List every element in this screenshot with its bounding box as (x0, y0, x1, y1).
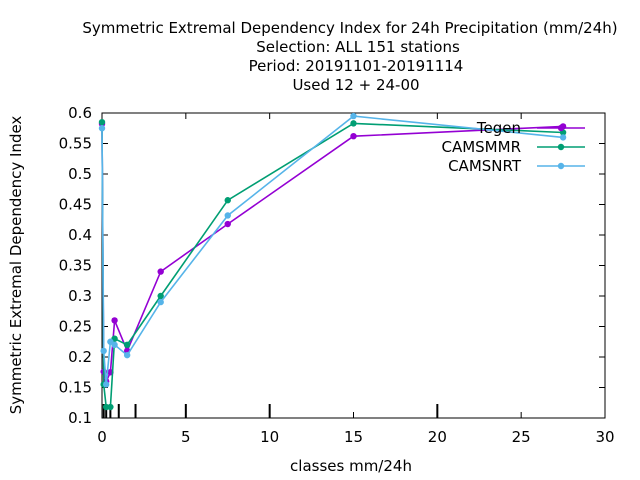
data-point-camsnrt (102, 381, 110, 388)
data-point-camsmmr (107, 403, 114, 411)
y-tick-label: 0.2 (68, 348, 92, 366)
data-point-camsnrt (157, 298, 164, 306)
x-tick-label: 10 (260, 428, 279, 446)
data-point-camsmmr (123, 341, 131, 348)
data-point-camsnrt (350, 112, 357, 120)
data-point-camsmmr (224, 197, 231, 204)
data-point-tegen (111, 317, 118, 324)
legend-marker-camsmmr (557, 143, 565, 151)
data-point-tegen (157, 268, 164, 275)
title-line-2: Selection: ALL 151 stations (256, 38, 460, 56)
series-line-camsnrt (101, 115, 564, 385)
data-point-camsmmr (157, 292, 164, 300)
x-tick-label: 25 (512, 428, 531, 446)
y-axis-ticks: 0.1 0.15 0.2 0.25 0.3 0.35 0.4 0.45 0.5 0.55 0.6 (59, 104, 605, 427)
y-tick-label: 0.6 (68, 104, 92, 122)
legend-label-tegen: Tegen (476, 119, 521, 137)
x-axis-label: classes mm/24h (290, 457, 412, 475)
data-point-camsnrt (111, 341, 118, 348)
y-tick-label: 0.25 (59, 318, 92, 336)
x-tick-label: 0 (97, 428, 107, 446)
y-tick-label: 0.5 (68, 165, 92, 183)
x-tick-label: 5 (181, 428, 191, 446)
data-point-camsnrt (123, 351, 131, 359)
data-point-camsmmr (350, 120, 357, 127)
data-point-tegen (224, 220, 231, 228)
y-tick-label: 0.4 (68, 226, 92, 244)
legend-label-camsnrt: CAMSNRT (448, 157, 522, 175)
x-tick-label: 30 (595, 428, 614, 446)
title-line-3: Period: 20191101-20191114 (249, 57, 464, 75)
legend-label-camsmmr: CAMSMMR (441, 138, 521, 156)
y-axis-label: Symmetric Extremal Dependency Index (7, 116, 25, 415)
series-line-camsmmr (101, 122, 564, 408)
legend-marker-tegen (557, 124, 565, 132)
class-boundary-markers (102, 404, 439, 418)
data-point-camsnrt (224, 212, 231, 219)
plot-frame (101, 112, 606, 419)
x-tick-label: 15 (344, 428, 363, 446)
title-line-4: Used 12 + 24-00 (292, 76, 419, 94)
y-tick-label: 0.15 (59, 379, 92, 397)
y-tick-label: 0.1 (68, 409, 92, 427)
x-tick-label: 20 (428, 428, 447, 446)
title-line-1: Symmetric Extremal Dependency Index for … (82, 19, 617, 37)
y-tick-label: 0.45 (59, 196, 92, 214)
data-point-camsnrt (98, 125, 106, 132)
data-point-camsmmr (98, 118, 106, 126)
legend-marker-camsnrt (557, 162, 565, 170)
y-tick-label: 0.35 (59, 257, 92, 275)
y-tick-label: 0.55 (59, 135, 92, 153)
x-axis-ticks: 0 5 10 15 20 25 30 (97, 113, 615, 446)
data-point-camsnrt (559, 134, 567, 141)
data-point-tegen (350, 132, 357, 140)
data-point-camsnrt (100, 347, 107, 355)
chart-title: Symmetric Extremal Dependency Index for … (82, 19, 617, 94)
y-tick-label: 0.3 (68, 287, 92, 305)
